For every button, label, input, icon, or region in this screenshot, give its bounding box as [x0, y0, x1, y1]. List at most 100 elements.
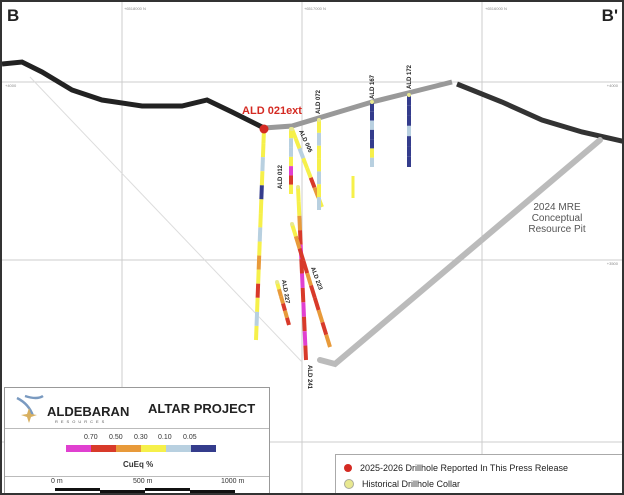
company-logo: ALDEBARAN RESOURCES: [15, 394, 129, 424]
assay-interval: [257, 241, 262, 256]
drillhole-ald-006[interactable]: ALD 006: [290, 127, 324, 208]
drillhole-ald-012[interactable]: ALD 012: [278, 127, 293, 194]
cueq-threshold: 0.30: [134, 434, 148, 441]
scale-label: 500 m: [133, 478, 153, 485]
legend-item-new-hole: 2025-2026 Drillhole Reported In This Pre…: [344, 463, 568, 473]
assay-interval: [254, 325, 259, 341]
assay-interval: [258, 199, 264, 214]
cueq-color-bar: [66, 445, 216, 452]
assay-interval: [297, 215, 302, 231]
pit-label-line: 2024 MRE: [533, 202, 581, 213]
historical-collar-marker: [290, 222, 294, 226]
assay-interval: [281, 302, 287, 312]
scale-bar-segment: [55, 488, 100, 491]
assay-interval: [309, 284, 317, 299]
assay-interval: [316, 309, 325, 323]
cueq-color-swatch: [66, 445, 91, 452]
legend-item-historical: Historical Drillhole Collar: [344, 479, 460, 489]
legend-panel: ALDEBARAN RESOURCES ALTAR PROJECT 0.70 0…: [4, 387, 270, 493]
divider: [5, 476, 269, 477]
historical-collar-marker: [407, 93, 411, 97]
assay-interval: [298, 230, 303, 245]
cueq-threshold: 0.50: [109, 434, 123, 441]
cueq-color-swatch: [141, 445, 166, 452]
northing-label: +6516000 N: [485, 6, 507, 11]
assay-interval: [255, 283, 261, 298]
northing-label: +6518000 N: [124, 6, 146, 11]
pit-label-line: Conceptual: [531, 213, 583, 224]
drillhole-label: ALD 227: [280, 279, 290, 304]
drillhole-label: ALD 021ext: [242, 105, 302, 117]
assay-interval: [300, 287, 306, 303]
assay-interval: [277, 288, 283, 297]
assay-interval: [305, 272, 313, 287]
drillhole-label: ALD 072: [316, 89, 322, 114]
legend-label: Historical Drillhole Collar: [362, 479, 461, 489]
drillhole-ald-223[interactable]: ALD 223: [290, 222, 332, 348]
assay-interval: [256, 255, 262, 270]
drillhole-label: ALD 167: [370, 74, 376, 99]
assay-interval: [283, 310, 289, 319]
company-name: ALDEBARAN: [47, 404, 130, 419]
historical-collar-marker: [317, 118, 321, 122]
drillhole-label: ALD 012: [278, 164, 284, 189]
assay-interval: [299, 258, 304, 274]
assay-interval: [303, 345, 308, 361]
elevation-label: +4000: [5, 83, 17, 88]
assay-interval: [290, 223, 298, 237]
scale-label: 1000 m: [221, 478, 245, 485]
ground-surface-middle: [263, 79, 453, 131]
assay-interval: [297, 147, 306, 159]
divider: [5, 428, 269, 429]
historical-collar-marker: [290, 127, 294, 131]
section-end-label: B': [601, 6, 618, 25]
drillhole-label: ALD 241: [306, 365, 312, 390]
section-start-label: B: [7, 6, 20, 25]
red-dot-icon: [344, 464, 352, 472]
drillhole-ald-167[interactable]: ALD 167: [370, 74, 376, 167]
resource-pit-outline: [317, 137, 603, 368]
assay-interval: [259, 171, 265, 186]
historical-collar-marker: [296, 185, 300, 189]
assay-interval: [302, 316, 307, 332]
scale-bar-segment: [190, 490, 235, 493]
assay-interval: [296, 201, 302, 216]
assay-interval: [301, 157, 309, 169]
scale-bar-segment: [100, 490, 145, 493]
drillhole-ald-072[interactable]: ALD 072: [316, 89, 322, 210]
elevation-label: +3500: [606, 261, 618, 266]
assay-interval: [256, 269, 261, 284]
assay-interval: [308, 177, 317, 189]
scale-label: 0 m: [51, 478, 63, 485]
assay-interval: [257, 227, 263, 242]
ground-surface-right: [456, 81, 622, 144]
cueq-title: CuEq %: [123, 460, 154, 469]
assay-interval: [254, 311, 260, 327]
cueq-threshold: 0.10: [158, 434, 172, 441]
assay-interval: [302, 331, 308, 346]
project-title: ALTAR PROJECT: [148, 401, 256, 416]
northing-label: +6517000 N: [304, 6, 326, 11]
pit-label-line: Resource Pit: [528, 224, 586, 235]
scale-bar-segment: [145, 488, 190, 491]
yellow-dot-icon: [344, 479, 354, 489]
cueq-threshold: 0.05: [183, 434, 197, 441]
assay-interval: [301, 302, 306, 317]
new-drillhole-collar-marker: [259, 124, 269, 134]
elevation-label: +4000: [606, 83, 618, 88]
drillhole-ald-172[interactable]: ALD 172: [407, 64, 413, 167]
assay-interval: [305, 167, 313, 179]
assay-interval: [320, 321, 329, 336]
assay-interval: [255, 297, 260, 312]
assay-interval: [279, 295, 285, 305]
assay-interval: [260, 157, 265, 172]
cueq-color-swatch: [191, 445, 216, 452]
drillhole-ald-227[interactable]: ALD 227: [275, 279, 291, 326]
cueq-color-swatch: [91, 445, 116, 452]
assay-interval: [296, 186, 301, 202]
ground-surface-left: [2, 59, 266, 131]
assay-interval: [259, 185, 264, 200]
cueq-threshold: 0.70: [84, 434, 98, 441]
assay-interval: [260, 142, 266, 158]
